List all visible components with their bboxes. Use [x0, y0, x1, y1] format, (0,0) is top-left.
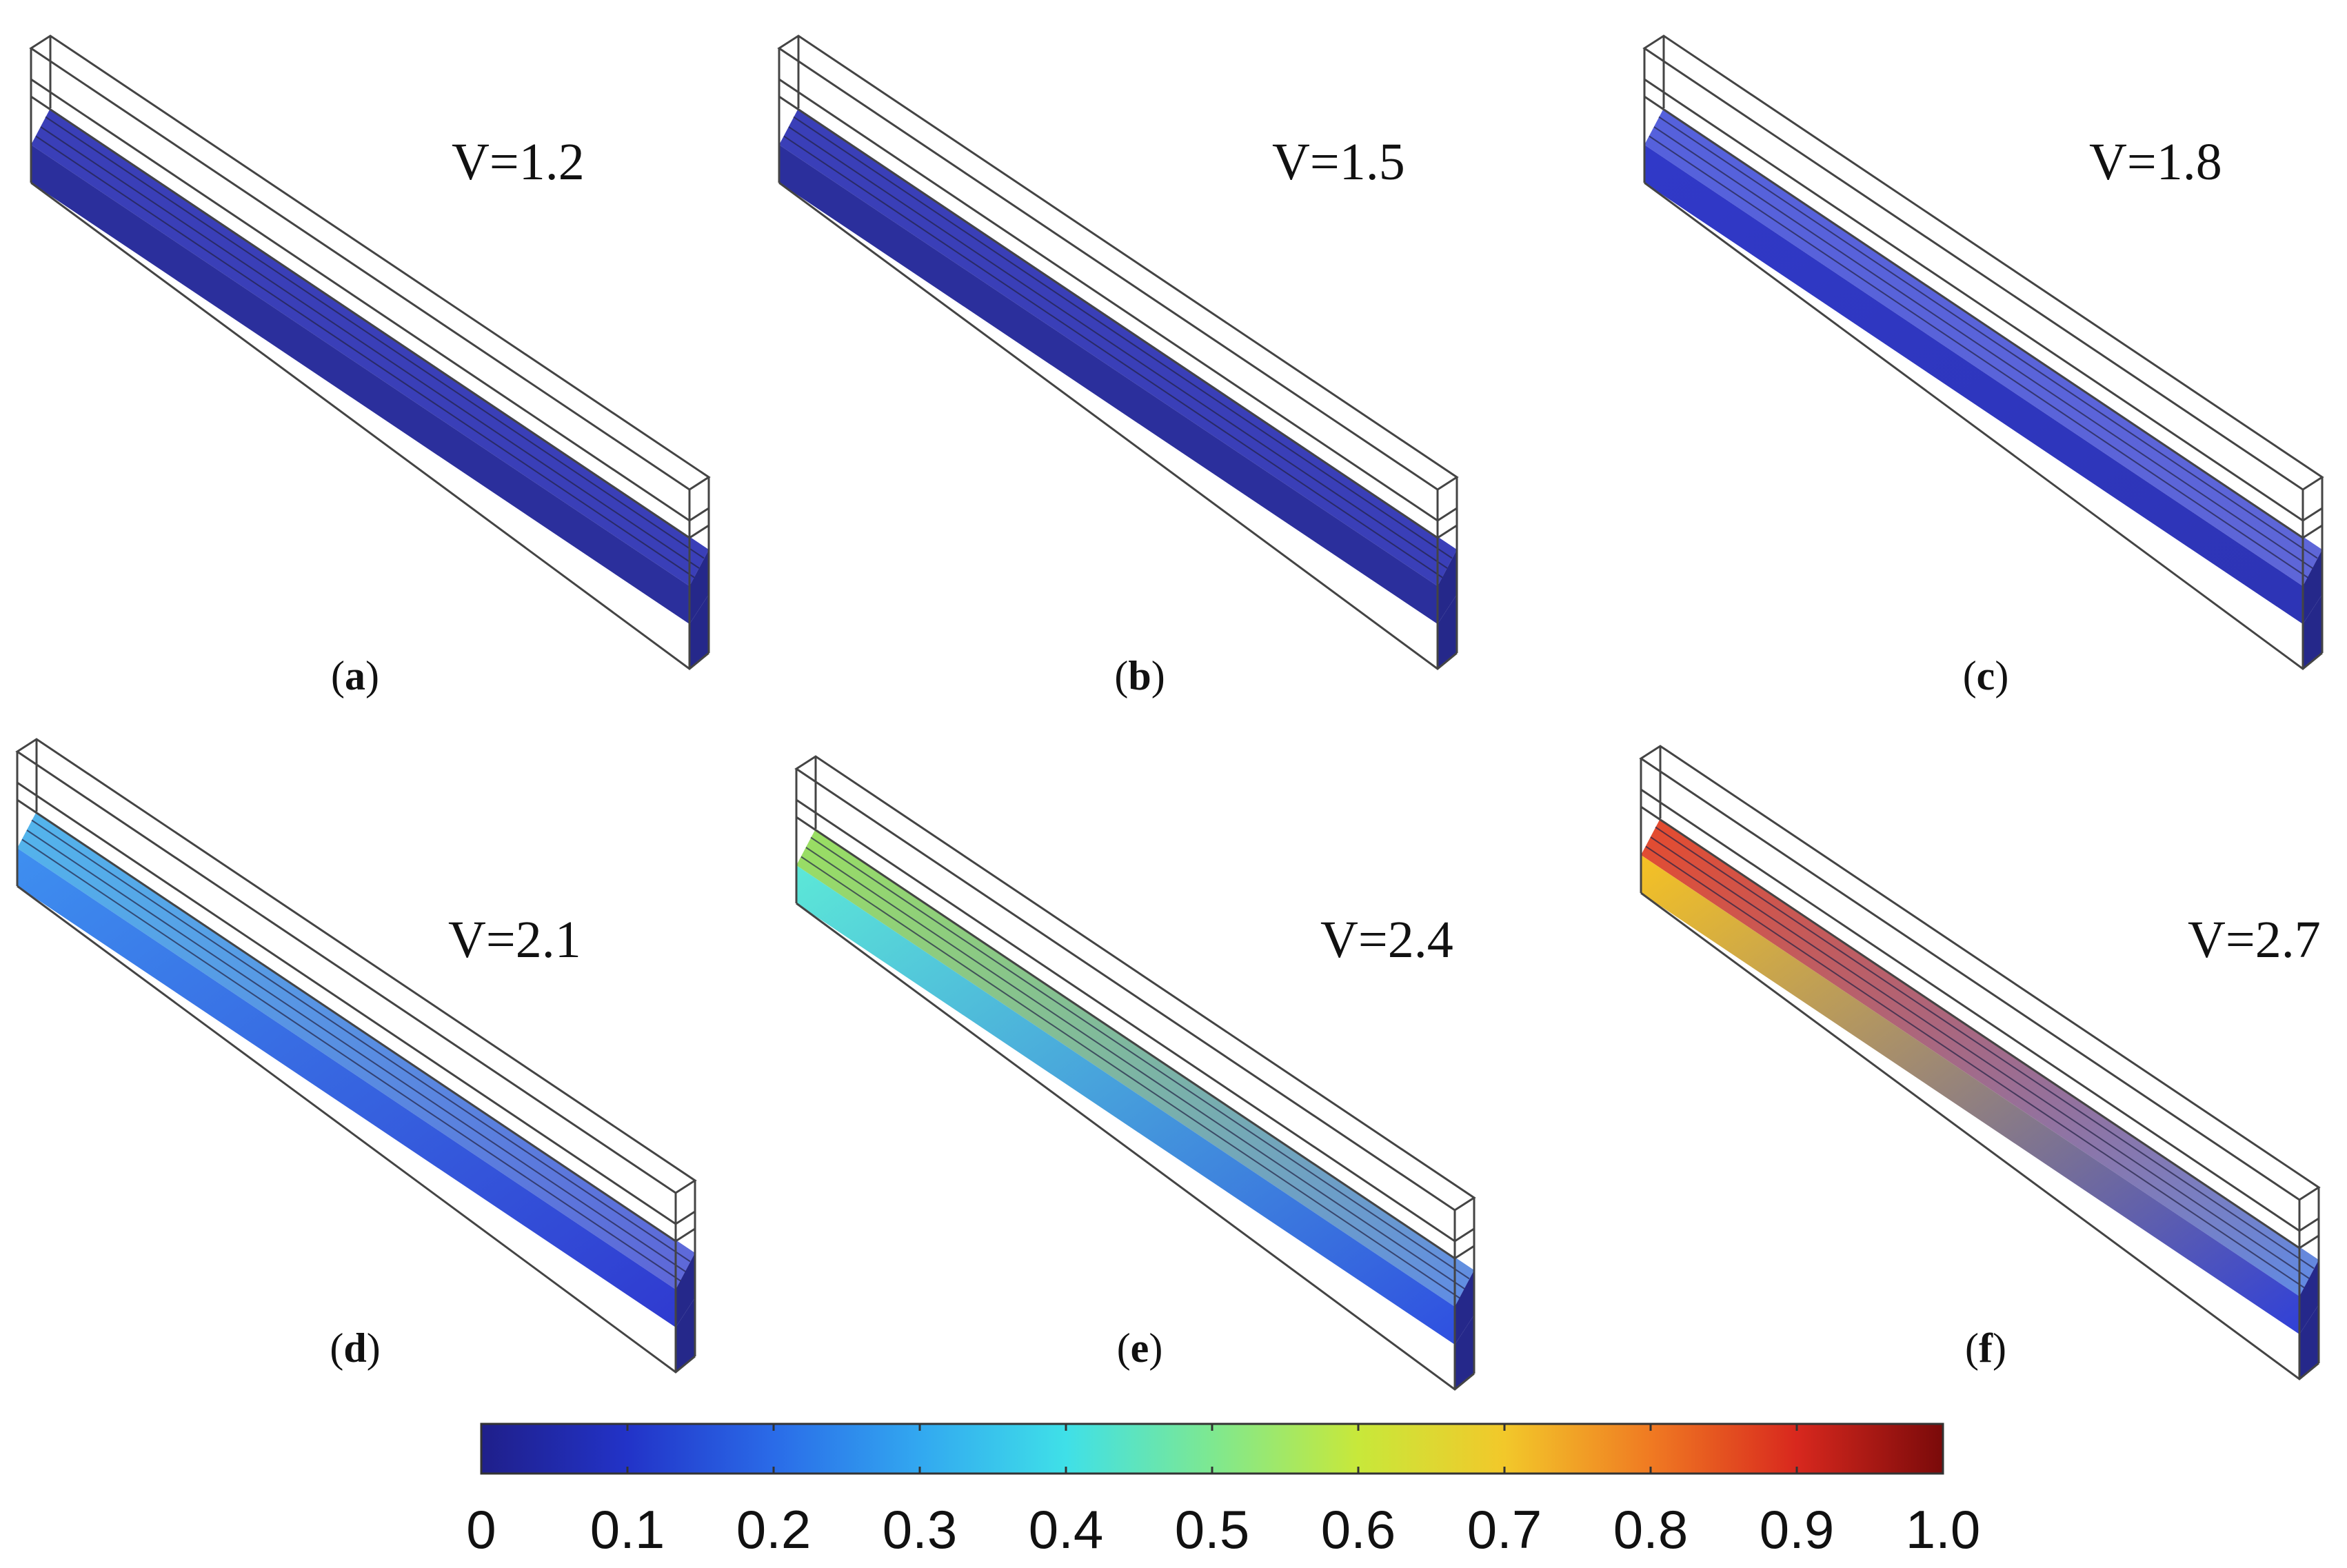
beam-wireframe-top — [777, 34, 1459, 491]
colorbar-tick-label: 0.1 — [590, 1499, 665, 1560]
beam-front-face — [796, 865, 1455, 1345]
colorbar-tick-label: 0.3 — [883, 1499, 957, 1560]
voltage-label-c: V=1.8 — [2089, 133, 2222, 191]
beam-end-cap — [2303, 550, 2322, 624]
beam-layer-line — [810, 836, 1470, 1280]
beam-layer-line — [21, 838, 681, 1282]
beam-c — [1642, 34, 2324, 670]
panel-c: V=1.8 (c) — [1642, 34, 2324, 698]
beam-layer-line — [1645, 845, 2305, 1289]
beam-bottom-strip — [2303, 594, 2322, 669]
beam-bottom-strip — [2299, 1305, 2319, 1379]
beam-wireframe-line — [796, 798, 1475, 1243]
panel-caption-a: (a) — [331, 653, 379, 698]
colorbar-tick-label: 0.2 — [736, 1499, 811, 1560]
voltage-label-d: V=2.1 — [448, 911, 581, 969]
beam-bottom-strip — [1438, 594, 1457, 669]
colorbar-tick-label: 0.9 — [1760, 1499, 1834, 1560]
beam-layer-line — [800, 856, 1460, 1299]
beam-a — [29, 34, 711, 670]
voltage-label-b: V=1.5 — [1272, 133, 1405, 191]
panel-caption-f: (f) — [1965, 1325, 2006, 1371]
colorbar: 0 0.1 0.2 0.3 0.4 0.5 0.6 0.7 0.8 0.9 1.0 — [466, 1423, 1980, 1560]
beam-layer-line — [793, 116, 1453, 559]
beam-layer-line — [40, 126, 700, 569]
beam-wireframe-top — [29, 34, 711, 491]
beam-end-cap — [1438, 550, 1457, 624]
panel-caption-e: (e) — [1117, 1325, 1163, 1371]
beam-wireframe-bottom — [1644, 181, 2323, 670]
beam-wireframe-line — [796, 816, 1475, 1260]
colorbar-tick-label: 0.7 — [1467, 1499, 1542, 1560]
beam-wireframe-line — [1640, 788, 2319, 1232]
beam-wireframe-bottom — [30, 181, 709, 670]
beam-wireframe-line — [17, 781, 696, 1225]
panel-b: V=1.5 (b) — [777, 34, 1459, 698]
beam-wireframe-bottom — [1640, 892, 2319, 1380]
beam-layer-line — [35, 135, 695, 579]
beam-layer-line — [1649, 135, 2308, 579]
beam-end-cap — [676, 1253, 695, 1327]
beam-layer-line — [1655, 826, 2315, 1269]
beam-wireframe-bottom — [17, 885, 696, 1374]
beam-bottom-strip — [689, 594, 709, 669]
colorbar-tick-label: 0.6 — [1321, 1499, 1396, 1560]
beam-e — [794, 755, 1476, 1391]
beam-wireframe-top — [794, 755, 1476, 1212]
panel-caption-c: (c) — [1963, 653, 2009, 698]
colorbar-tick-label: 0.8 — [1613, 1499, 1688, 1560]
beam-front-face — [779, 145, 1438, 624]
beam-bottom-strip — [676, 1298, 695, 1372]
voltage-label-f: V=2.7 — [2188, 911, 2321, 969]
panel-caption-b: (b) — [1114, 653, 1165, 698]
beam-b — [777, 34, 1459, 670]
colorbar-ticks — [480, 1424, 1944, 1474]
colorbar-tick-label: 0.5 — [1175, 1499, 1249, 1560]
beam-layer-line — [1653, 126, 2313, 569]
beam-end-cap — [2299, 1260, 2319, 1334]
beam-wireframe-bottom — [778, 181, 1458, 670]
beam-f — [1639, 745, 2321, 1380]
panel-d: V=2.1 (d) — [15, 738, 697, 1374]
panel-caption-d: (d) — [330, 1325, 380, 1371]
beam-end-cap — [1455, 1270, 1474, 1345]
voltage-label-a: V=1.2 — [452, 133, 585, 191]
beam-bottom-strip — [1455, 1315, 1474, 1389]
beam-end-cap — [689, 550, 709, 624]
colorbar-tick-label: 1.0 — [1906, 1499, 1980, 1560]
beam-layer-line — [45, 116, 705, 559]
beam-d — [15, 738, 697, 1374]
beam-front-face — [1641, 855, 2299, 1334]
beam-wireframe-line — [30, 95, 709, 539]
beam-layer-line — [31, 819, 691, 1263]
beam-front-face — [1644, 145, 2303, 624]
beam-wireframe-line — [1640, 805, 2319, 1249]
colorbar-tick-labels: 0 0.1 0.2 0.3 0.4 0.5 0.6 0.7 0.8 0.9 1.0 — [466, 1499, 1980, 1560]
beam-layer-line — [805, 847, 1465, 1289]
colorbar-tick-label: 0.4 — [1029, 1499, 1103, 1560]
beam-wireframe-bottom — [796, 902, 1475, 1391]
panel-e: V=2.4 (e) — [794, 755, 1476, 1391]
beam-wireframe-top — [1639, 745, 2321, 1201]
beam-layer-line — [1658, 116, 2318, 559]
panel-f: V=2.7 (f) — [1639, 745, 2321, 1380]
beam-layer-line — [26, 830, 686, 1272]
beam-wireframe-top — [15, 738, 697, 1194]
voltage-label-e: V=2.4 — [1320, 911, 1453, 969]
colorbar-tick-label: 0 — [466, 1499, 496, 1560]
beam-front-face — [17, 848, 676, 1327]
beam-wireframe-top — [1642, 34, 2324, 491]
panel-a: V=1.2 (a) — [29, 34, 711, 698]
colorbar-fill — [480, 1423, 1944, 1475]
beam-wireframe-line — [30, 78, 709, 522]
beam-layer-line — [783, 135, 1443, 579]
beam-layer-line — [1650, 836, 2310, 1279]
beam-layer-line — [788, 126, 1448, 569]
beam-wireframe-line — [17, 798, 696, 1243]
beam-front-face — [31, 145, 689, 624]
